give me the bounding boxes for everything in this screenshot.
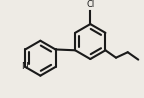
Text: Cl: Cl — [86, 0, 94, 9]
Text: N: N — [21, 62, 28, 71]
